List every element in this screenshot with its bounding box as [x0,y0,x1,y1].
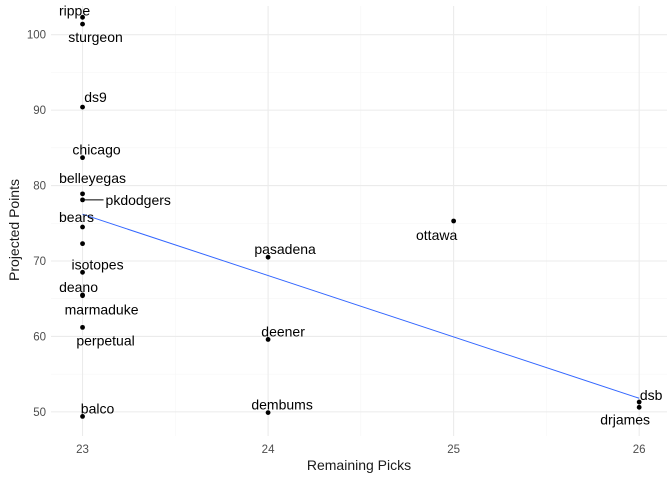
trend-line [82,213,640,399]
y-tick-label: 80 [33,181,46,193]
y-tick-label: 70 [33,256,46,268]
data-point [80,155,85,161]
data-point [80,241,85,247]
data-point [80,197,85,203]
data-point [265,337,271,342]
point-label: marmaduke [65,302,139,318]
y-tick-label: 90 [33,105,46,117]
data-point [80,104,85,110]
data-point [636,404,642,410]
data-point [636,399,642,405]
point-label: pkdodgers [106,192,171,208]
x-tick-label: 26 [633,444,646,456]
y-tick-label: 50 [33,407,46,419]
y-tick-label: 100 [27,30,46,42]
data-point [80,324,85,330]
point-label: dembums [251,397,312,413]
point-label: deener [261,323,305,339]
data-point [80,191,85,197]
data-point [80,413,85,419]
point-label: drjames [600,411,650,427]
point-label: deano [59,279,98,295]
x-axis-title: Remaining Picks [307,457,411,473]
point-label: isotopes [71,256,123,272]
point-label: dsb [640,387,663,403]
point-label: balco [81,400,115,416]
labels-layer: rippe sturgeon ds9 chicago belleyegas pkdodge… [59,2,663,427]
x-tick-label: 24 [262,444,275,456]
point-label: rippe [59,2,90,18]
data-point [80,293,85,299]
point-label: ottawa [416,227,457,243]
y-axis-title: Projected Points [6,179,22,281]
point-label: ds9 [84,89,107,105]
point-label: perpetual [76,332,134,348]
point-label: belleyegas [59,170,126,186]
x-tick-label: 25 [447,444,460,456]
trend-layer [82,213,640,399]
points-layer [80,14,642,419]
y-tick-label: 60 [33,331,46,343]
data-point [265,410,271,416]
ticks-layer: 23 24 25 26 50 60 70 80 90 100 [27,30,646,456]
grid [51,6,667,436]
point-label: chicago [72,142,120,158]
point-label: sturgeon [68,29,122,45]
data-point [80,224,85,230]
data-point [80,269,85,275]
x-tick-label: 23 [76,444,89,456]
point-label: pasadena [254,241,316,257]
data-point [265,254,271,260]
data-point [80,21,85,27]
point-label: bears [59,209,94,225]
data-point [80,14,85,20]
data-point [451,218,457,224]
